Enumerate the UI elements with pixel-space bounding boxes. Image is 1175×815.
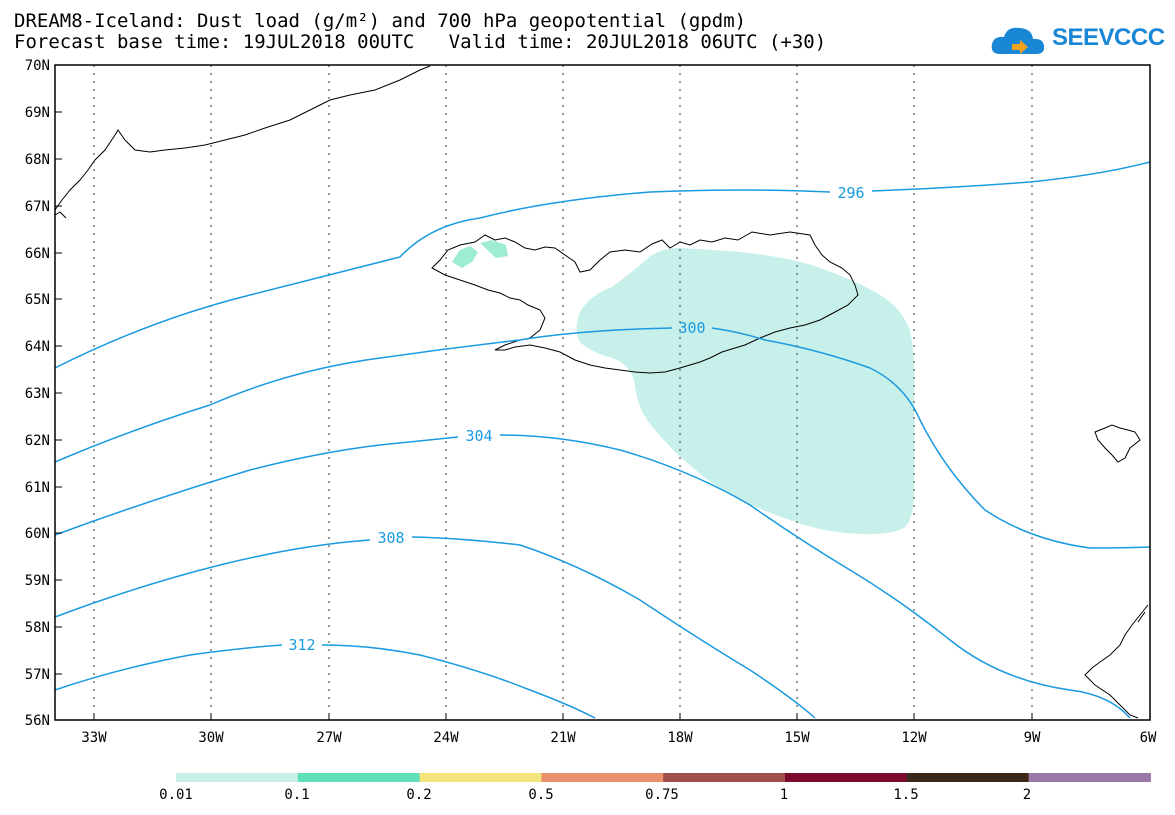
map-frame [54,64,1151,721]
lat-label: 66N [25,246,50,262]
logo-text: SEEVCCC [1052,24,1165,51]
lat-label: 60N [25,526,50,542]
colorbar-label: 0.5 [528,787,554,803]
colorbar-label: 0.2 [406,787,432,803]
contour-label-308: 308 [377,529,404,547]
grid [93,65,1033,720]
lat-label: 61N [25,480,50,496]
lat-label: 68N [25,152,50,168]
lon-label: 21W [550,730,576,746]
lon-label: 9W [1024,730,1041,746]
lat-label: 70N [25,58,50,74]
lat-label: 65N [25,292,50,308]
colorbar-segment [663,773,786,782]
geopotential-contours [54,161,1151,719]
colorbar-label: 1.5 [893,787,919,803]
contour-308 [54,536,816,719]
contour-312 [54,644,596,719]
lon-label: 33W [81,730,107,746]
colorbar-segment [785,773,908,782]
colorbar-label: 0.01 [159,787,193,803]
contour-296 [54,161,1151,369]
lat-label: 69N [25,105,50,121]
lat-axis: 70N 69N 68N 67N 66N 65N 64N 63N 62N 61N … [25,58,50,729]
colorbar-segment [541,773,664,782]
colorbar-segment [297,773,421,782]
dust-load-area [576,248,915,535]
lat-label: 63N [25,386,50,402]
colorbar-label: 2 [1022,787,1032,803]
colorbar-label: 0.75 [645,787,679,803]
colorbar-segment [419,773,542,782]
lon-axis: 33W 30W 27W 24W 21W 18W 15W 12W 9W 6W [81,730,1157,746]
colorbar-label: 1 [779,787,789,803]
contour-300 [54,327,1151,549]
colorbar [176,773,1151,782]
lon-label: 6W [1140,730,1157,746]
contour-label-300: 300 [678,319,705,337]
lat-label: 67N [25,199,50,215]
lon-label: 30W [198,730,224,746]
lon-label: 15W [784,730,810,746]
forecast-time-line: Forecast base time: 19JUL2018 00UTC Vali… [14,31,827,53]
colorbar-label: 0.1 [284,787,310,803]
contour-labels: 296 300 304 308 312 [288,184,864,654]
coastline [54,65,1149,719]
lon-label: 27W [316,730,342,746]
lat-label: 58N [25,620,50,636]
seevccc-logo [990,22,1160,62]
colorbar-segment [1028,773,1151,782]
lat-label: 57N [25,667,50,683]
cloud-icon [991,27,1045,54]
contour-label-304: 304 [465,427,492,445]
contour-304 [54,434,1131,719]
glacier-area [452,246,478,268]
lat-label: 59N [25,573,50,589]
colorbar-segment [906,773,1030,782]
lon-label: 18W [667,730,693,746]
lon-label: 24W [433,730,459,746]
lat-label: 56N [25,713,50,729]
map-title: DREAM8-Iceland: Dust load (g/m²) and 700… [14,10,747,32]
colorbar-segment [176,773,299,782]
contour-label-312: 312 [288,636,315,654]
lon-label: 12W [901,730,927,746]
lat-label: 64N [25,339,50,355]
lat-label: 62N [25,433,50,449]
contour-label-296: 296 [837,184,864,202]
